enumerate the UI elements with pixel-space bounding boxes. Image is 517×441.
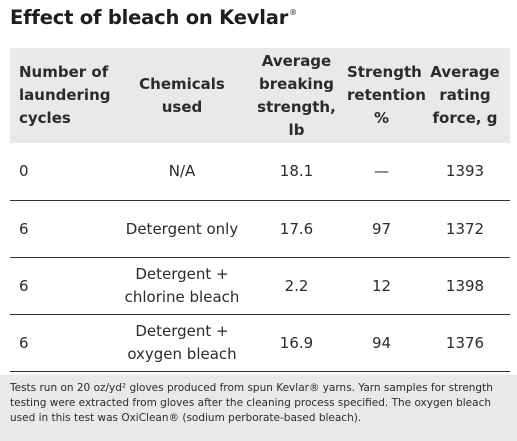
header-retention: Strength retention % — [343, 48, 426, 143]
table-row: 6 Detergent only 17.6 97 1372 — [10, 200, 510, 258]
header-force: Average rating force, g — [420, 48, 510, 143]
header-cycles-line-1: Number of — [19, 63, 109, 81]
footnote: Tests run on 20 oz/yd² gloves produced f… — [0, 375, 517, 441]
cell-strength: 18.1 — [250, 143, 343, 201]
cell-force: 1376 — [420, 314, 510, 372]
header-chemicals: Chemicals used — [114, 48, 250, 143]
cell-retention: — — [343, 143, 420, 201]
header-cycles-line-2: laundering — [19, 86, 111, 104]
header-strength-line-3: strength, lb — [257, 97, 336, 139]
cell-cycles: 6 — [10, 257, 114, 315]
table-body: 0 N/A 18.1 — 1393 6 Detergent only 17.6 … — [10, 143, 510, 372]
cell-chemicals-line-1: Detergent + — [135, 322, 229, 340]
cell-strength: 16.9 — [250, 314, 343, 372]
table-row: 6 Detergent + oxygen bleach 16.9 94 1376 — [10, 314, 510, 372]
cell-retention: 12 — [343, 257, 420, 315]
header-chemicals-line-2: used — [161, 97, 203, 116]
header-strength-line-2: breaking — [259, 74, 334, 93]
footnote-line-2: testing were extracted from gloves after… — [10, 397, 492, 409]
table-header: Number of laundering cycles Chemicals us… — [10, 48, 510, 143]
header-force-line-3: force, g — [432, 109, 498, 127]
header-chemicals-line-1: Chemicals — [139, 74, 225, 93]
cell-chemicals: Detergent only — [114, 200, 250, 258]
cell-cycles: 0 — [10, 143, 114, 201]
cell-chemicals-line-1: N/A — [168, 162, 196, 180]
cell-chemicals: N/A — [114, 143, 250, 201]
cell-chemicals-line-1: Detergent only — [125, 219, 239, 238]
registered-mark: ® — [289, 8, 297, 17]
title-text: Effect of bleach on Kevlar — [10, 6, 289, 29]
cell-chemicals-line-2: oxygen bleach — [127, 345, 237, 363]
cell-force: 1393 — [420, 143, 510, 201]
page-title: Effect of bleach on Kevlar® — [10, 6, 297, 29]
cell-chemicals: Detergent + chlorine bleach — [114, 257, 250, 315]
cell-retention: 97 — [343, 200, 420, 258]
cell-cycles: 6 — [10, 314, 114, 372]
header-retention-line-2: retention — [347, 86, 426, 104]
cell-force: 1398 — [420, 257, 510, 315]
cell-chemicals-line-2: chlorine bleach — [124, 288, 240, 306]
results-table: Number of laundering cycles Chemicals us… — [10, 48, 510, 372]
header-strength: Average breaking strength, lb — [250, 48, 343, 143]
table-row: 0 N/A 18.1 — 1393 — [10, 143, 510, 201]
footnote-line-1: Tests run on 20 oz/yd² gloves produced f… — [10, 382, 493, 394]
cell-strength: 2.2 — [250, 257, 343, 315]
header-force-line-1: Average — [430, 63, 500, 81]
footnote-line-3: used in this test was OxiClean® (sodium … — [10, 412, 362, 424]
header-row: Number of laundering cycles Chemicals us… — [10, 48, 510, 143]
header-cycles: Number of laundering cycles — [10, 48, 114, 143]
header-retention-line-3: % — [373, 109, 390, 127]
cell-force: 1372 — [420, 200, 510, 258]
cell-strength: 17.6 — [250, 200, 343, 258]
table-row: 6 Detergent + chlorine bleach 2.2 12 1398 — [10, 257, 510, 315]
header-cycles-line-3: cycles — [19, 109, 71, 127]
header-retention-line-1: Strength — [347, 63, 422, 81]
cell-chemicals: Detergent + oxygen bleach — [114, 314, 250, 372]
cell-cycles: 6 — [10, 200, 114, 258]
header-force-line-2: rating — [439, 86, 491, 104]
cell-chemicals-line-1: Detergent + — [135, 265, 229, 283]
header-strength-line-1: Average — [261, 51, 332, 70]
cell-retention: 94 — [343, 314, 420, 372]
